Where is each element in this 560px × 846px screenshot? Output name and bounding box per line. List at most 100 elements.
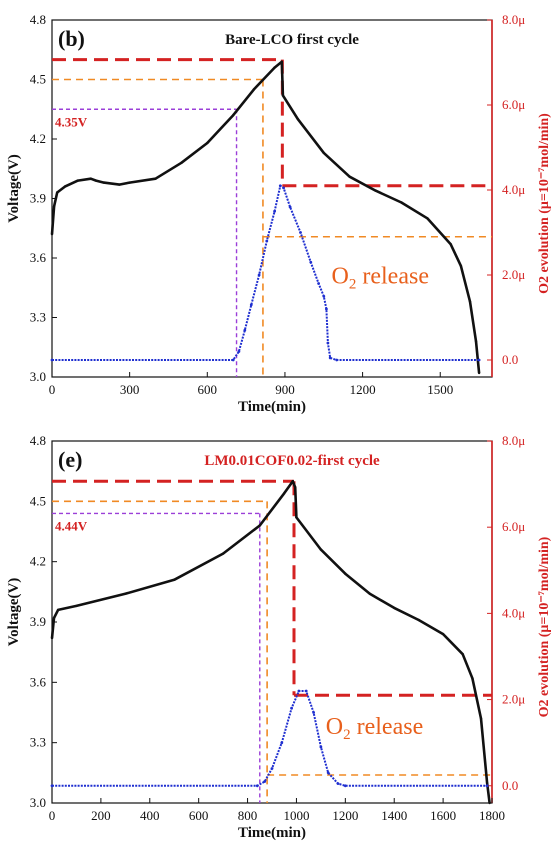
voltage-point [206, 141, 209, 145]
x-tick-label: 1800 [479, 808, 505, 823]
voltage-point [252, 88, 256, 91]
voltage-point [258, 524, 261, 527]
x-tick-label: 1600 [430, 808, 456, 823]
o2-point [249, 303, 253, 307]
plot-frame [51, 19, 493, 378]
x-tick-label: 0 [49, 382, 56, 397]
voltage-annotation: 4.35V [55, 114, 88, 129]
plot-frame [51, 440, 493, 804]
voltage-point [76, 179, 80, 182]
x-tick-label: 800 [238, 808, 258, 823]
y-right-tick-label: 8.0μ [502, 12, 525, 27]
voltage-point [180, 161, 183, 164]
voltage-point [368, 592, 371, 595]
voltage-point [441, 632, 445, 636]
y-right-axis-title: O2 evolution (μ=10⁻⁷mol/min) [537, 536, 552, 717]
voltage-point [488, 801, 491, 805]
o2-point [317, 282, 320, 285]
o2-point [297, 689, 301, 693]
y-tick-label: 4.8 [30, 433, 46, 448]
voltage-point [479, 717, 483, 720]
y-axis-title: Voltage(V) [6, 578, 22, 647]
voltage-point [281, 94, 285, 97]
chart-title: LM0.01COF0.02-first cycle [204, 453, 380, 469]
voltage-point [56, 608, 60, 612]
x-tick-label: 1200 [332, 808, 358, 823]
voltage-point [154, 177, 157, 180]
y-tick-label: 3.9 [30, 191, 46, 206]
y-right-tick-label: 4.0μ [502, 605, 525, 620]
panel-label: (b) [58, 26, 85, 51]
voltage-point [344, 572, 347, 575]
voltage-point [485, 781, 489, 785]
o2-point [326, 771, 330, 775]
o2-evolution-line [52, 690, 488, 787]
x-tick-label: 1500 [427, 382, 453, 397]
voltage-point [295, 516, 298, 519]
o2-point [319, 745, 323, 749]
o2-point [312, 711, 315, 714]
y-right-tick-label: 6.0μ [502, 97, 525, 112]
o2-point [282, 186, 285, 190]
voltage-point [280, 60, 283, 63]
x-tick-label: 1200 [350, 382, 376, 397]
o2-point [309, 260, 313, 264]
o2-point [231, 358, 235, 362]
y-right-tick-label: 2.0μ [502, 267, 525, 282]
voltage-point [118, 183, 121, 186]
o2-point [299, 231, 302, 234]
voltage-point [283, 492, 286, 495]
y-tick-label: 3.0 [30, 795, 46, 810]
voltage-point [124, 592, 127, 595]
o2-point [325, 307, 328, 311]
voltage-point [322, 151, 325, 155]
o2-point [265, 239, 269, 243]
voltage-point [291, 480, 294, 483]
o2-point [304, 689, 308, 693]
o2-point [280, 741, 284, 745]
voltage-point [294, 486, 297, 489]
voltage-point [75, 604, 78, 608]
voltage-point [52, 205, 56, 208]
voltage-point [232, 114, 235, 117]
x-tick-label: 200 [91, 808, 111, 823]
o2-point [290, 706, 293, 710]
x-tick-label: 600 [189, 808, 209, 823]
x-axis-title: Time(min) [238, 399, 306, 415]
y-tick-label: 3.3 [30, 310, 46, 325]
o2-point [255, 784, 259, 788]
y-right-tick-label: 6.0μ [502, 519, 525, 534]
voltage-point [474, 340, 478, 343]
o2-point [243, 328, 247, 332]
voltage-point [459, 264, 463, 268]
y-tick-label: 3.6 [30, 250, 47, 265]
voltage-point [89, 177, 93, 180]
o2-point [278, 184, 282, 188]
voltage-point [273, 66, 276, 69]
y-tick-label: 4.8 [30, 12, 46, 27]
y-right-tick-label: 2.0μ [502, 692, 525, 707]
o2-point [50, 358, 54, 362]
o2-release-label: O2 release [326, 714, 423, 743]
o2-point [288, 205, 292, 209]
panel-label: (e) [58, 447, 82, 472]
voltage-point [393, 606, 396, 610]
x-tick-label: 300 [120, 382, 140, 397]
o2-point [263, 780, 267, 783]
x-tick-label: 1000 [283, 808, 309, 823]
voltage-point [173, 578, 176, 581]
y-right-tick-label: 0.0 [502, 352, 518, 367]
y-tick-label: 3.6 [30, 674, 47, 689]
voltage-point [417, 618, 420, 622]
y-tick-label: 3.3 [30, 735, 46, 750]
x-axis-title: Time(min) [238, 825, 306, 841]
voltage-line [50, 60, 481, 374]
y-right-tick-label: 4.0μ [502, 182, 525, 197]
voltage-line [50, 479, 491, 804]
voltage-point [426, 217, 429, 220]
voltage-point [56, 191, 59, 194]
o2-point [257, 273, 261, 277]
y-tick-label: 4.5 [30, 493, 46, 508]
o2-point [270, 767, 274, 770]
